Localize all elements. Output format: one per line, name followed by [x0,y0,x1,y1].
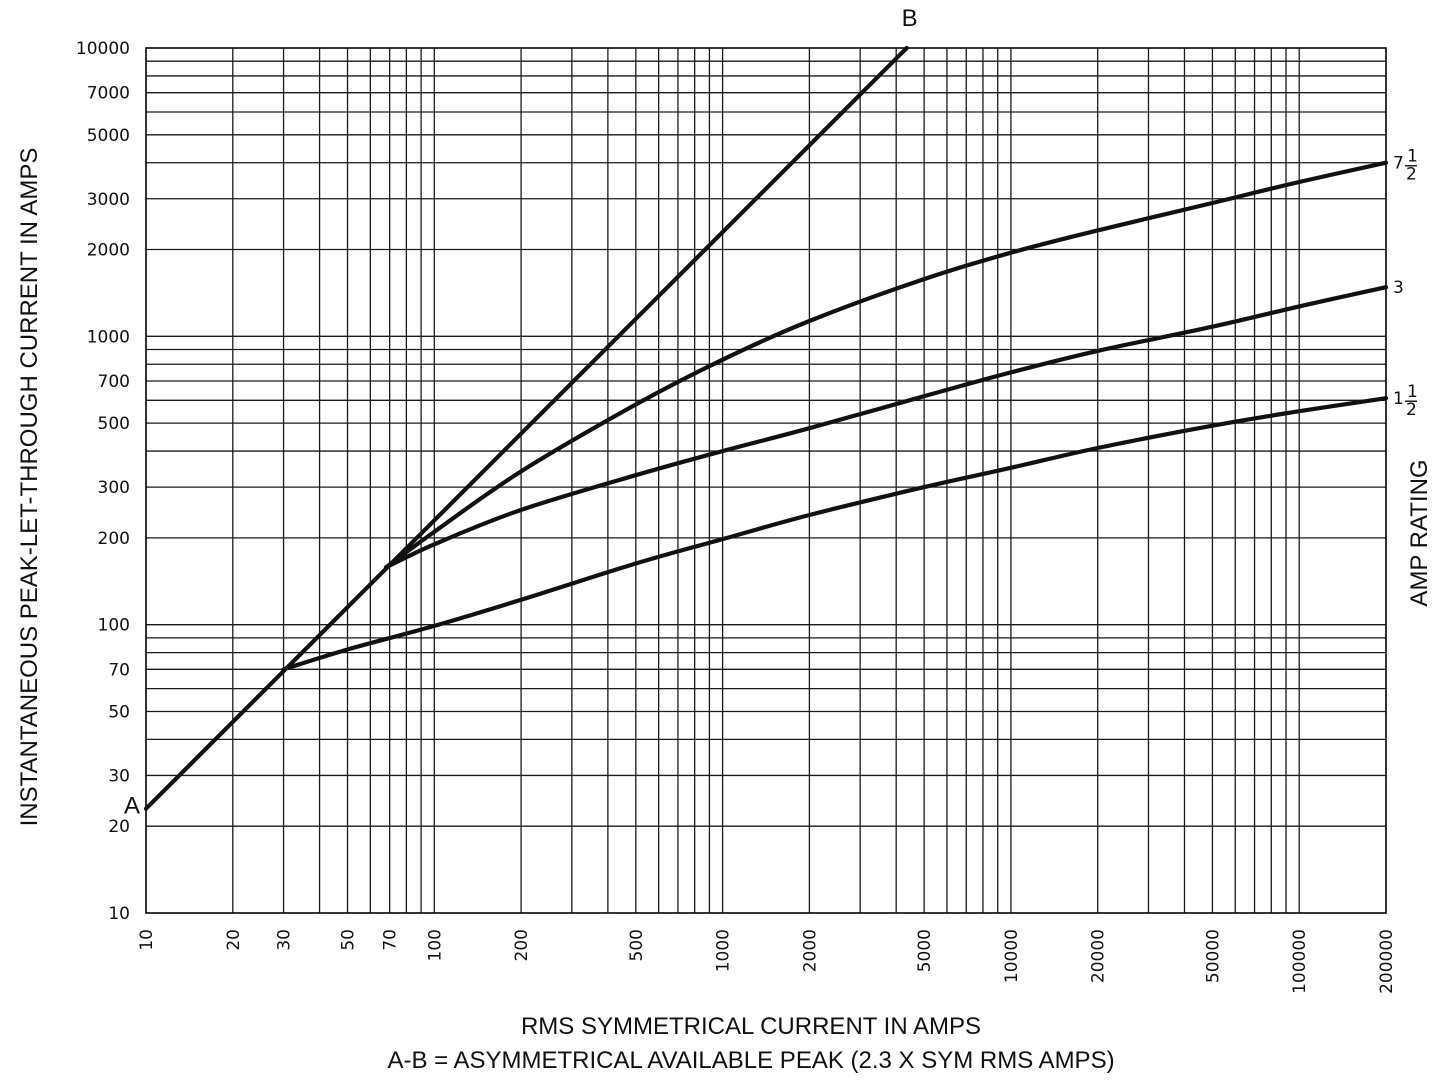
x-tick-label: 10 [137,929,157,951]
y-tick-label: 5000 [87,126,130,146]
rating-denominator: 2 [1406,165,1417,185]
rating-label-2: 7 12 [1393,147,1418,185]
x-tick-label: 30 [275,929,295,951]
y-axis-title: INSTANTANEOUS PEAK-LET-THROUGH CURRENT I… [16,148,43,827]
x-tick-label: 50000 [1203,929,1223,983]
x-tick-label: 5000 [915,929,935,972]
rating-denominator: 2 [1406,400,1417,420]
reference-line-ab [143,45,909,811]
y-tick-label: 500 [98,414,130,434]
y-tick-label: 200 [98,529,130,549]
y-tick-label: 1000 [87,327,130,347]
x-tick-label: 50 [339,929,359,951]
reference-label-b: B [902,5,918,32]
rating-whole: 7 [1393,154,1404,174]
y-tick-label: 700 [98,372,130,392]
series-layer [143,45,1389,811]
caption: A-B = ASYMMETRICAL AVAILABLE PEAK (2.3 X… [387,1047,1114,1074]
y-tick-label: 100 [98,616,130,636]
amp-rating-title: AMP RATING [1406,459,1433,606]
y-tick-label: 300 [98,478,130,498]
y-tick-label: 10 [108,904,130,924]
x-tick-label: 100000 [1290,929,1310,994]
reference-label-a: A [124,793,140,820]
x-tick-label: 20 [224,929,244,951]
plot-frame [145,47,1387,914]
x-tick-label: 70 [381,929,401,951]
series-line-rating-2 [383,160,1389,570]
rating-numerator: 1 [1407,147,1418,167]
rating-numerator: 1 [1407,382,1418,402]
x-tick-label: 20000 [1089,929,1109,983]
y-tick-label: 10000 [76,39,130,59]
x-tick-labels: 10 20 30 50 70 100 200 500 1000 2000 5000 10000 2000… [137,929,1397,994]
x-tick-label: 2000 [800,929,820,972]
x-axis-title: RMS SYMMETRICAL CURRENT IN AMPS [521,1013,981,1040]
y-tick-label: 30 [108,766,130,786]
x-tick-label: 500 [627,929,647,961]
y-tick-label: 50 [108,702,130,722]
series-line-rating-1 [383,285,1389,570]
x-tick-label: 1000 [714,929,734,972]
y-tick-label: 3000 [87,190,130,210]
rating-whole: 1 [1393,389,1404,409]
x-tick-label: 10000 [1002,929,1022,983]
rating-label-0: 1 12 [1393,382,1418,420]
y-tick-label: 70 [108,660,130,680]
rating-whole: 3 [1393,278,1404,298]
x-tick-label: 200000 [1377,929,1397,994]
y-tick-label: 20 [108,817,130,837]
x-tick-label: 200 [512,929,532,961]
x-tick-label: 100 [425,929,445,961]
series-line-rating-0 [281,396,1389,672]
rating-label-1: 3 [1393,278,1404,298]
y-tick-label: 7000 [87,84,130,104]
y-tick-label: 2000 [87,241,130,261]
grid-layer [145,47,1387,914]
y-tick-labels: 10 20 30 50 70 100 200 300 500 700 1000 2000 3000 500… [76,39,130,924]
